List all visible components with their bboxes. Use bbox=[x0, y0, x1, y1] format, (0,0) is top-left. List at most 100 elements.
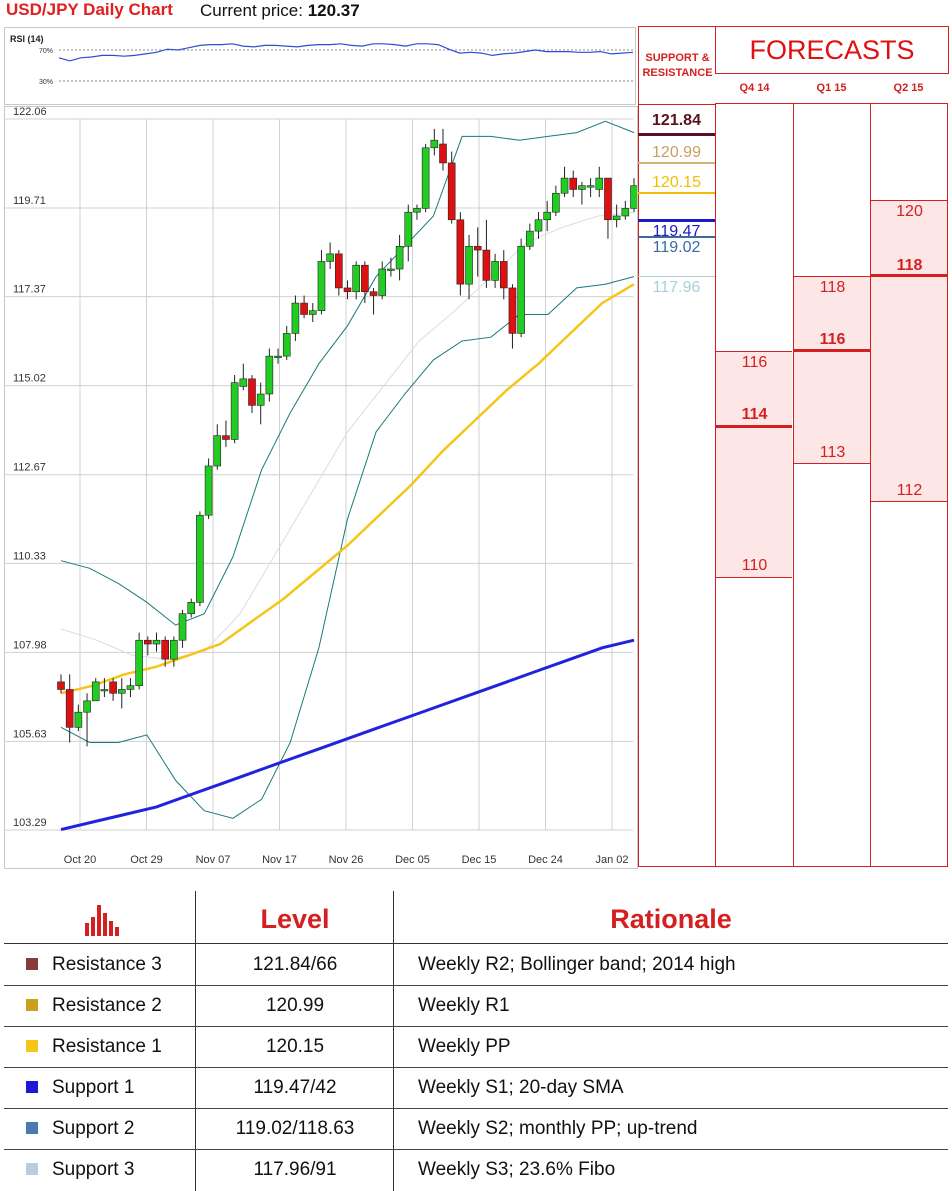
row-level: 120.15 bbox=[265, 1036, 325, 1057]
sr-level-line bbox=[638, 162, 715, 164]
candle-body bbox=[352, 264, 360, 293]
row-name: Support 2 bbox=[52, 1118, 135, 1139]
quarter-q2-15: Q2 15 bbox=[870, 73, 947, 104]
rsi-level-high: 70% bbox=[39, 48, 53, 55]
q4-forecast-low: 110 bbox=[741, 557, 768, 574]
sr-column bbox=[638, 103, 639, 867]
sr-level-2: 120.99 bbox=[638, 144, 715, 164]
candle-body bbox=[465, 245, 473, 285]
candle-body bbox=[482, 249, 491, 281]
q1-forecast-line bbox=[794, 349, 870, 352]
candle-body bbox=[74, 711, 83, 728]
sr-level-1: 121.84 bbox=[638, 112, 715, 136]
row-swatch bbox=[26, 1122, 38, 1134]
x-tick-label: Oct 20 bbox=[64, 854, 96, 866]
x-tick-label: Dec 05 bbox=[395, 854, 430, 866]
candle-body bbox=[196, 514, 204, 603]
row-name: Support 3 bbox=[52, 1159, 135, 1180]
q2-column bbox=[870, 103, 871, 867]
sr-level-line bbox=[638, 276, 715, 277]
row-rationale: Weekly R1 bbox=[418, 995, 510, 1016]
sr-level-value: 119.47 bbox=[652, 223, 701, 240]
x-tick-label: Jan 02 bbox=[595, 854, 628, 866]
support-resistance-line-1: SUPPORT & bbox=[645, 51, 710, 64]
current-price-value: 120.37 bbox=[307, 1, 360, 20]
candle-body bbox=[65, 689, 74, 728]
table-row: Resistance 1 120.15 Weekly PP bbox=[4, 1026, 948, 1068]
candle-body bbox=[326, 253, 334, 262]
candle-body bbox=[387, 268, 395, 271]
candle-body bbox=[534, 219, 543, 232]
support-resistance-header: SUPPORT & RESISTANCE bbox=[638, 26, 716, 105]
q1-column bbox=[793, 103, 794, 867]
forecast-panel-bottom bbox=[638, 866, 948, 867]
sr-level-value: 120.15 bbox=[652, 174, 701, 191]
q1-forecast-range bbox=[794, 276, 870, 464]
current-price-label: Current price: bbox=[200, 1, 303, 20]
bar-chart-icon bbox=[85, 905, 119, 936]
x-tick-label: Nov 07 bbox=[196, 854, 231, 866]
table-row: Support 1 119.47/42 Weekly S1; 20-day SM… bbox=[4, 1067, 948, 1109]
table-row: Support 2 119.02/118.63 Weekly S2; month… bbox=[4, 1108, 948, 1150]
candle-body bbox=[161, 639, 169, 660]
candle-body bbox=[213, 435, 222, 467]
candle-body bbox=[569, 177, 578, 190]
y-tick-label: 105.63 bbox=[13, 728, 47, 740]
q4-forecast-line bbox=[716, 425, 792, 428]
row-rationale: Weekly S3; 23.6% Fibo bbox=[418, 1159, 616, 1180]
candle-body bbox=[413, 208, 421, 213]
row-rationale: Weekly PP bbox=[418, 1036, 511, 1057]
candle-body bbox=[274, 355, 282, 358]
candle-body bbox=[621, 208, 630, 217]
candle-body bbox=[343, 287, 352, 293]
levels-table: Level Rationale Resistance 3 121.84/66 W… bbox=[4, 891, 948, 1191]
candle-body bbox=[152, 639, 161, 645]
rsi-chart: RSI (14) 70% 30% bbox=[10, 34, 634, 86]
candle-body bbox=[57, 681, 65, 690]
q1-forecast-low: 113 bbox=[819, 444, 846, 461]
y-tick-label: 107.98 bbox=[13, 639, 47, 651]
candle-body bbox=[439, 143, 447, 164]
candle-body bbox=[291, 302, 300, 334]
quarter-q4-14: Q4 14 bbox=[716, 73, 793, 104]
candle-body bbox=[430, 139, 439, 149]
candle-body bbox=[499, 261, 508, 289]
y-tick-label: 119.71 bbox=[13, 195, 46, 207]
sr-level-line bbox=[638, 219, 715, 222]
rsi-label: RSI (14) bbox=[10, 34, 44, 44]
sr-level-3: 120.15 bbox=[638, 174, 715, 194]
candle-body bbox=[230, 382, 239, 440]
quarter-q1-15: Q1 15 bbox=[793, 73, 870, 104]
row-level: 120.99 bbox=[265, 995, 325, 1016]
q2-forecast-high: 120 bbox=[896, 203, 923, 220]
candle-body bbox=[517, 245, 525, 334]
q2-forecast-low: 112 bbox=[896, 482, 923, 499]
q2-forecast-line bbox=[871, 274, 947, 277]
candle-body bbox=[473, 245, 482, 251]
candle-body bbox=[378, 268, 387, 296]
sr-level-value: 121.84 bbox=[652, 112, 701, 129]
sr-level-line bbox=[638, 133, 715, 136]
candle-body bbox=[560, 177, 569, 194]
x-tick-label: Nov 17 bbox=[262, 854, 297, 866]
candle-body bbox=[256, 393, 265, 406]
right-border bbox=[947, 103, 948, 867]
chart-title: USD/JPY Daily Chart bbox=[6, 0, 173, 19]
x-tick-label: Dec 15 bbox=[462, 854, 497, 866]
sr-level-6: 117.96 bbox=[638, 276, 715, 296]
candle-body bbox=[630, 185, 638, 209]
row-name: Resistance 2 bbox=[52, 995, 162, 1016]
table-row: Support 3 117.96/91 Weekly S3; 23.6% Fib… bbox=[4, 1149, 948, 1190]
y-tick-label: 115.02 bbox=[13, 373, 46, 385]
bollinger-upper-line bbox=[60, 120, 635, 626]
candle-body bbox=[265, 355, 274, 395]
q4-column bbox=[715, 103, 716, 867]
row-level: 119.02/118.63 bbox=[235, 1118, 355, 1139]
price-chart: 122.06 119.71 117.37 115.02 112.67 110.33 107.… bbox=[5, 106, 638, 866]
candle-body bbox=[612, 215, 621, 221]
current-price: Current price: 120.37 bbox=[200, 1, 360, 21]
bollinger-lower-line bbox=[60, 276, 635, 819]
row-swatch bbox=[26, 1163, 38, 1175]
q1-forecast-mid: 116 bbox=[819, 331, 846, 348]
